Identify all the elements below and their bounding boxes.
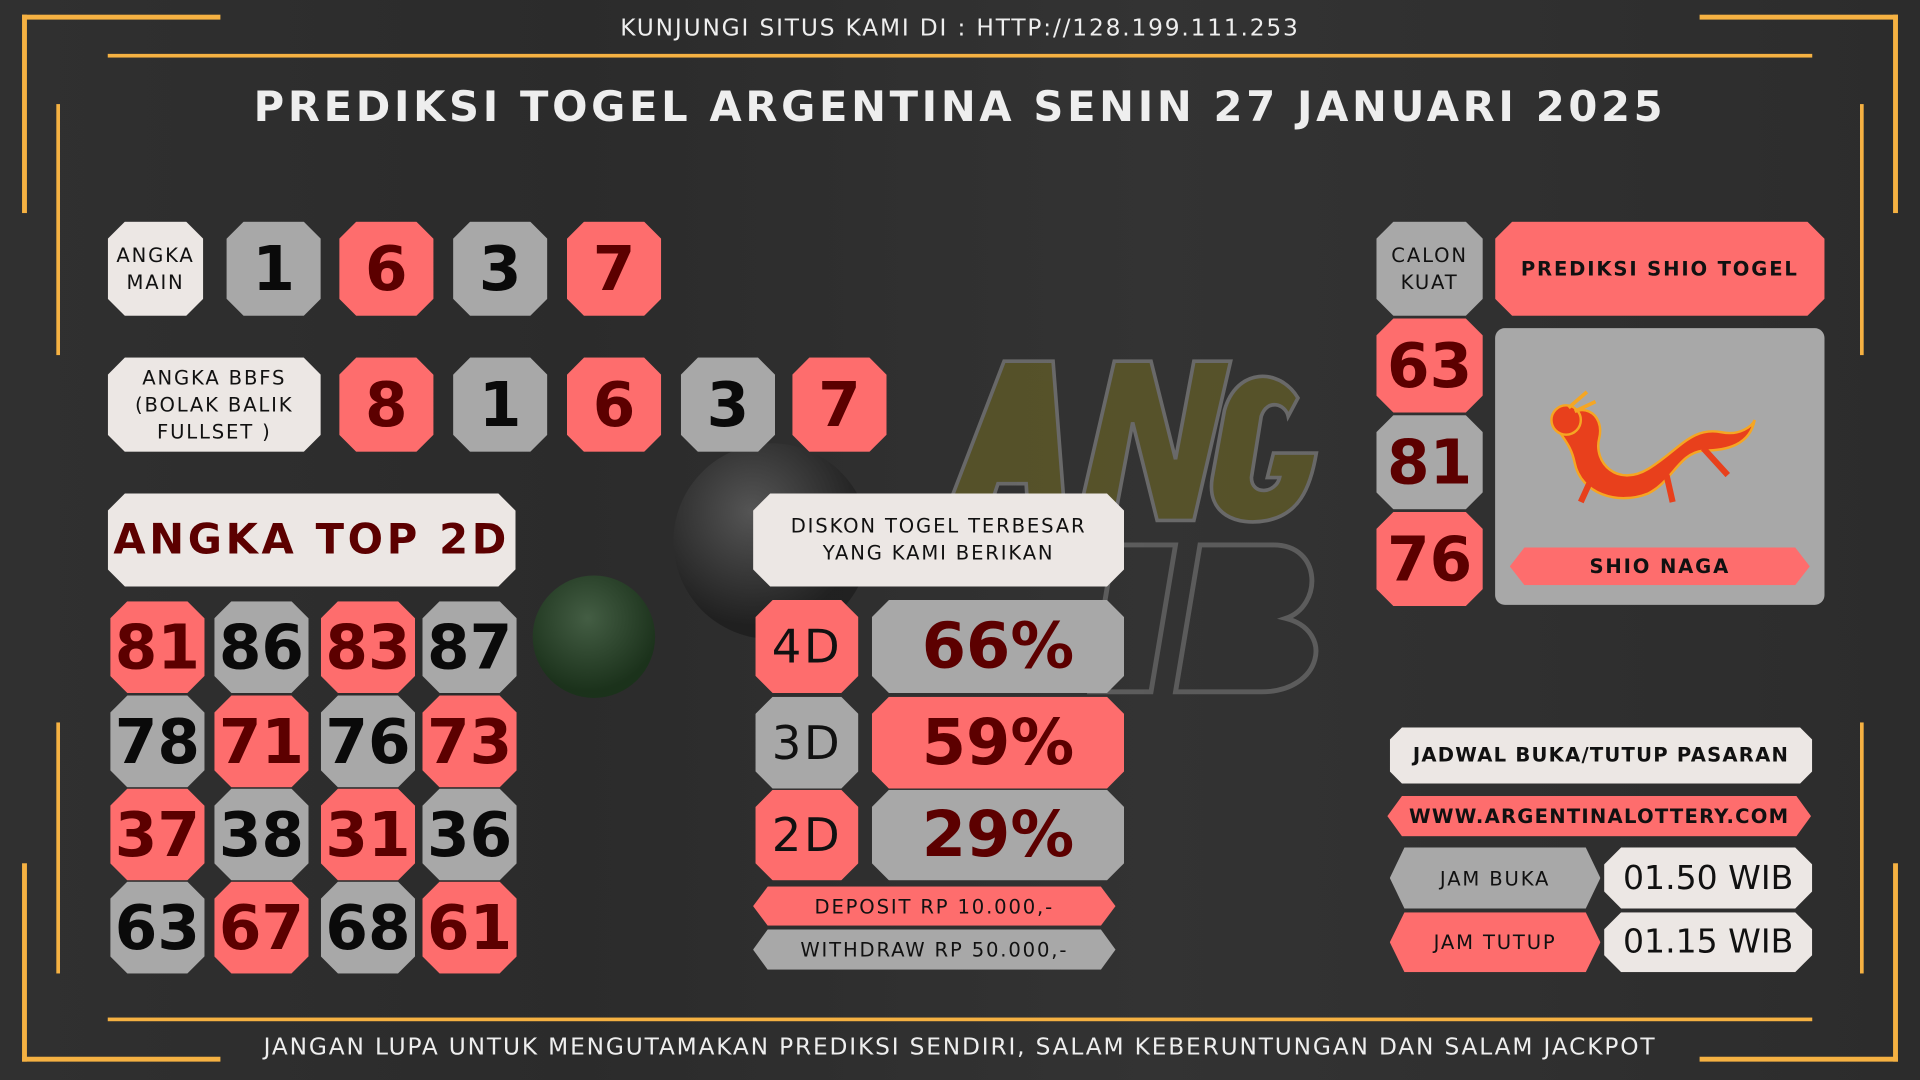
top-2d-number: 78 <box>110 696 204 788</box>
diskon-type: 2D <box>756 790 859 881</box>
bbfs-number: 7 <box>792 358 886 452</box>
calon-kuat-label: CALON KUAT <box>1376 222 1483 316</box>
frame-corner <box>1893 14 1898 214</box>
diskon-label: DISKON TOGEL TERBESAR YANG KAMI BERIKAN <box>753 493 1124 586</box>
shio-panel: SHIO NAGA <box>1495 328 1825 605</box>
calon-kuat-number: 81 <box>1376 415 1483 509</box>
divider <box>107 1017 1813 1022</box>
bbfs-number: 3 <box>681 358 775 452</box>
top-2d-number: 31 <box>321 789 415 881</box>
top-2d-number: 83 <box>321 601 415 693</box>
diskon-value: 59% <box>872 697 1124 789</box>
top-2d-number: 87 <box>422 601 516 693</box>
withdraw-info: WITHDRAW RP 50.000,- <box>753 929 1115 969</box>
label-line: DISKON TOGEL TERBESAR <box>790 514 1087 538</box>
top-2d-label: ANGKA TOP 2D <box>108 493 516 586</box>
divider <box>107 53 1813 58</box>
jadwal-title: JADWAL BUKA/TUTUP PASARAN <box>1390 727 1812 783</box>
shio-header: PREDIKSI SHIO TOGEL <box>1495 222 1824 316</box>
label-line: FULLSET ) <box>156 419 272 443</box>
page-title: PREDIKSI TOGEL ARGENTINA SENIN 27 JANUAR… <box>253 83 1667 133</box>
label-line: MAIN <box>126 270 185 294</box>
billiard-ball-icon <box>532 575 656 698</box>
frame-line <box>56 722 61 974</box>
frame-corner <box>1699 14 1898 20</box>
main-number: 1 <box>227 222 321 316</box>
main-number: 7 <box>567 222 661 316</box>
bbfs-number: 6 <box>567 358 661 452</box>
top-2d-number: 81 <box>110 601 204 693</box>
main-number: 3 <box>453 222 547 316</box>
calon-kuat-number: 63 <box>1376 318 1483 412</box>
label-line: CALON <box>1391 243 1468 267</box>
deposit-info: DEPOSIT RP 10.000,- <box>753 887 1115 926</box>
top-2d-number: 76 <box>321 696 415 788</box>
diskon-value: 29% <box>872 790 1124 881</box>
diskon-type: 4D <box>756 600 859 693</box>
top-2d-number: 73 <box>422 696 516 788</box>
frame-line <box>1860 104 1864 356</box>
frame-corner <box>22 14 27 214</box>
top-2d-number: 61 <box>422 882 516 974</box>
top-2d-number: 68 <box>321 882 415 974</box>
bbfs-label: ANGKA BBFS (BOLAK BALIK FULLSET ) <box>108 358 321 452</box>
bbfs-number: 1 <box>453 358 547 452</box>
jam-tutup-value: 01.15 WIB <box>1604 912 1812 972</box>
frame-line <box>1860 722 1864 974</box>
footer-text: JANGAN LUPA UNTUK MENGUTAMAKAN PREDIKSI … <box>263 1033 1657 1061</box>
main-number: 6 <box>339 222 433 316</box>
jam-buka-label: JAM BUKA <box>1390 847 1601 908</box>
jam-tutup-label: JAM TUTUP <box>1390 912 1601 972</box>
top-2d-number: 86 <box>214 601 308 693</box>
dragon-icon <box>1550 390 1756 504</box>
label-line: ANGKA BBFS <box>142 365 287 389</box>
watermark-logo <box>940 359 1319 695</box>
top-2d-number: 63 <box>110 882 204 974</box>
jam-buka-value: 01.50 WIB <box>1604 847 1812 908</box>
shio-name: SHIO NAGA <box>1510 547 1810 585</box>
top-2d-number: 38 <box>214 789 308 881</box>
frame-corner <box>22 1056 221 1062</box>
frame-corner <box>1699 1056 1898 1062</box>
top-2d-number: 67 <box>214 882 308 974</box>
top-2d-number: 37 <box>110 789 204 881</box>
frame-corner <box>1893 863 1898 1062</box>
label-line: YANG KAMI BERIKAN <box>822 541 1055 565</box>
website-link[interactable]: WWW.ARGENTINALOTTERY.COM <box>1387 796 1811 836</box>
frame-line <box>56 104 61 356</box>
label-line: KUAT <box>1400 270 1459 294</box>
frame-corner <box>22 863 27 1062</box>
top-2d-number: 71 <box>214 696 308 788</box>
diskon-value: 66% <box>872 600 1124 693</box>
label-line: (BOLAK BALIK <box>135 392 294 416</box>
top-2d-number: 36 <box>422 789 516 881</box>
site-link[interactable]: KUNJUNGI SITUS KAMI DI : HTTP://128.199.… <box>620 14 1300 42</box>
diskon-type: 3D <box>756 697 859 789</box>
frame-corner <box>22 14 221 20</box>
angka-main-label: ANGKA MAIN <box>108 222 204 316</box>
label-line: ANGKA <box>116 243 195 267</box>
bbfs-number: 8 <box>339 358 433 452</box>
calon-kuat-number: 76 <box>1376 512 1483 606</box>
